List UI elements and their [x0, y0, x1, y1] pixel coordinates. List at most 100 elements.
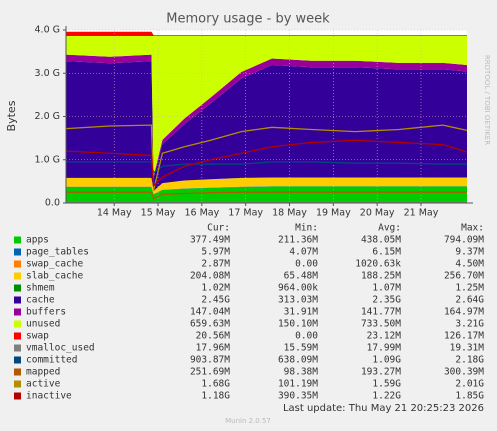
legend-label: slab_cache: [26, 271, 83, 282]
legend-swatch: [14, 380, 21, 388]
legend-stat: 2.64G: [455, 295, 484, 306]
footer: Munin 2.0.57: [225, 417, 271, 425]
area-series: [66, 61, 467, 191]
legend-header: Max:: [461, 223, 484, 234]
legend-label: swap_cache: [26, 259, 83, 270]
x-tick-label: 16 May: [184, 208, 219, 219]
legend-swatch: [14, 272, 21, 280]
legend-stat: 3.21G: [455, 319, 484, 330]
legend-stat: 638.09M: [278, 355, 318, 366]
legend-stat: 15.59M: [284, 343, 319, 354]
y-tick-label: 4.0 G: [35, 25, 61, 36]
legend-swatch: [14, 248, 21, 256]
legend-label: unused: [26, 319, 60, 330]
legend-stat: 377.49M: [190, 235, 230, 246]
legend-stat: 204.08M: [190, 271, 230, 282]
legend-swatch: [14, 356, 21, 364]
area-series: [66, 186, 467, 203]
line-series: [65, 139, 468, 188]
legend-stat: 1.22G: [372, 391, 401, 402]
legend-label: cache: [26, 295, 55, 306]
legend-stat: 17.99M: [367, 343, 402, 354]
legend-stat: 1.85G: [455, 391, 484, 402]
x-tick-label: 17 May: [228, 208, 263, 219]
legend-stat: 2.01G: [455, 379, 484, 390]
y-tick-label: 1.0 G: [35, 154, 61, 165]
legend-stat: 2.87M: [201, 259, 230, 270]
legend-stat: 19.31M: [450, 343, 485, 354]
legend-stat: 1.25M: [455, 283, 484, 294]
legend-stat: 0.00: [295, 331, 318, 342]
area-series: [66, 31, 467, 37]
area-series: [66, 54, 467, 178]
y-tick-label: 3.0 G: [35, 68, 61, 79]
x-tick-label: 19 May: [316, 208, 351, 219]
plot: 0.0 1.0 G 2.0 G 3.0 G 4.0 G 14 May 15 May 16 Ma…: [35, 25, 473, 219]
legend-swatch: [14, 296, 21, 304]
legend-stat: 23.12M: [367, 331, 402, 342]
legend-label: active: [26, 379, 61, 390]
legend-stat: 164.97M: [444, 307, 484, 318]
legend-swatch: [14, 308, 21, 316]
legend-stat: 256.70M: [444, 271, 484, 282]
y-axis-label: Bytes: [5, 100, 18, 131]
legend-stat: 1.02M: [201, 283, 230, 294]
legend-stat: 390.35M: [278, 391, 318, 402]
legend-label: mapped: [26, 367, 60, 378]
y-tick-label: 0.0: [45, 198, 60, 209]
legend-stat: 31.91M: [284, 307, 319, 318]
x-tick-label: 15 May: [141, 208, 176, 219]
legend-stat: 251.69M: [190, 367, 230, 378]
legend-stat: 188.25M: [361, 271, 401, 282]
legend-header: Avg:: [378, 223, 401, 234]
legend-stat: 1.18G: [201, 391, 230, 402]
legend-stat: 193.27M: [361, 367, 401, 378]
legend-swatch: [14, 236, 21, 244]
legend-stat: 1020.63k: [355, 259, 401, 270]
legend-stat: 0.00: [295, 259, 318, 270]
legend-header: Cur:: [207, 223, 230, 234]
legend-stat: 147.04M: [190, 307, 230, 318]
legend-stat: 1.59G: [372, 379, 401, 390]
legend-stat: 9.37M: [455, 247, 484, 258]
legend-stat: 659.63M: [190, 319, 230, 330]
legend-stat: 300.39M: [444, 367, 484, 378]
legend-stat: 141.77M: [361, 307, 401, 318]
legend-label: vmalloc_used: [26, 343, 95, 354]
legend-stat: 438.05M: [361, 235, 401, 246]
side-label: RRDTOOL / TOBI OETIKER: [483, 55, 491, 145]
legend-stat: 1.07M: [372, 283, 401, 294]
legend-label: buffers: [26, 307, 66, 318]
legend-label: committed: [26, 355, 77, 366]
legend-stat: 964.00k: [278, 283, 318, 294]
legend-swatch: [14, 320, 21, 328]
legend-label: swap: [26, 331, 49, 342]
last-update: Last update: Thu May 21 20:25:23 2026: [283, 403, 484, 414]
legend-stat: 98.38M: [284, 367, 319, 378]
legend-stat: 101.19M: [278, 379, 318, 390]
legend-stat: 2.45G: [201, 295, 230, 306]
legend-stat: 20.56M: [196, 331, 231, 342]
x-tick-label: 20 May: [360, 208, 395, 219]
legend-stat: 65.48M: [284, 271, 319, 282]
legend: Cur: Min: Avg: Max: apps 377.49M 211.36M 438.05…: [14, 223, 484, 402]
legend-stat: 5.97M: [201, 247, 230, 258]
legend-stat: 733.50M: [361, 319, 401, 330]
legend-stat: 2.35G: [372, 295, 401, 306]
legend-stat: 17.96M: [196, 343, 231, 354]
legend-swatch: [14, 368, 21, 376]
chart-title: Memory usage - by week: [166, 12, 330, 27]
legend-stat: 903.87M: [190, 355, 230, 366]
line-series: [65, 124, 468, 191]
legend-stat: 4.50M: [455, 259, 484, 270]
x-tick-label: 21 May: [404, 208, 439, 219]
legend-stat: 4.07M: [289, 247, 318, 258]
legend-swatch: [14, 260, 21, 268]
x-tick-label: 18 May: [272, 208, 307, 219]
legend-stat: 1.09G: [372, 355, 401, 366]
legend-label: shmem: [26, 283, 55, 294]
legend-swatch: [14, 284, 21, 292]
line-series: [66, 191, 467, 200]
legend-stat: 1.68G: [201, 379, 230, 390]
